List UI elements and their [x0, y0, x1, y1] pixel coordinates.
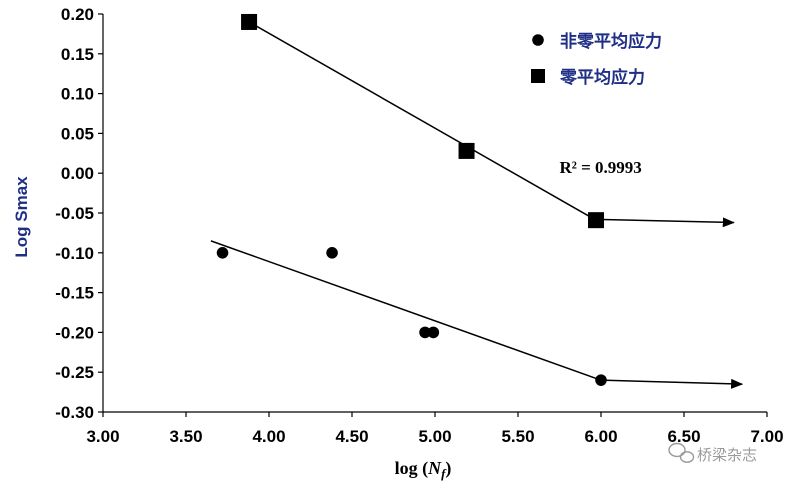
- x-tick-label: 5.00: [418, 427, 451, 446]
- x-tick-label: 4.00: [252, 427, 285, 446]
- watermark-text: 桥梁杂志: [697, 446, 757, 464]
- legend-label: 非零平均应力: [560, 31, 662, 52]
- x-tick-label: 4.50: [335, 427, 368, 446]
- x-ticks: 3.00 3.50 4.00 4.50 5.00 5.50 6.00 6.50 7.00: [86, 412, 784, 446]
- y-tick-label: -0.10: [55, 244, 94, 263]
- fit-line: [210, 240, 602, 381]
- y-ticks: 0.20 0.15 0.10 0.05 0.00 -0.05 -0.10 -0.15 -0.20…: [55, 5, 103, 422]
- x-axis-title-var: N: [427, 458, 442, 478]
- y-tick-label: -0.20: [55, 323, 94, 342]
- y-tick-label: -0.05: [55, 204, 94, 223]
- series-1: [210, 240, 744, 389]
- y-tick-label: -0.30: [55, 403, 94, 422]
- x-axis-title: log (Nf): [395, 458, 452, 481]
- x-tick-label: 6.00: [584, 427, 617, 446]
- watermark: 桥梁杂志: [668, 442, 757, 464]
- data-point-circle: [427, 326, 440, 339]
- x-tick-label: 3.50: [169, 427, 202, 446]
- x-axis-title-prefix: log (: [395, 458, 429, 479]
- x-tick-label: 7.00: [750, 427, 783, 446]
- runout-arrow: [600, 378, 744, 389]
- fit-line: [248, 21, 597, 221]
- legend-label: 零平均应力: [559, 67, 645, 88]
- y-tick-label: -0.15: [55, 284, 94, 303]
- y-tick-label: 0.15: [61, 45, 94, 64]
- data-point-circle: [419, 326, 431, 339]
- data-point-square: [588, 212, 605, 229]
- wechat-icon: [668, 442, 695, 463]
- legend-marker-circle: [532, 34, 544, 46]
- data-point-circle: [595, 374, 607, 386]
- r-squared-label: R² = 0.9993: [560, 158, 642, 177]
- legend-marker-square: [531, 69, 545, 83]
- legend-item-1: 非零平均应力: [532, 31, 662, 52]
- plot-area: [210, 13, 744, 389]
- x-axis-title-suffix: ): [445, 458, 451, 479]
- data-point-circle: [326, 247, 338, 259]
- x-tick-label: 3.00: [86, 427, 119, 446]
- series-2: [241, 13, 735, 229]
- y-tick-label: -0.25: [55, 363, 94, 382]
- x-tick-label: 5.50: [501, 427, 534, 446]
- legend-item-2: 零平均应力: [531, 67, 645, 88]
- y-tick-label: 0.10: [61, 85, 94, 104]
- axes: [102, 14, 767, 413]
- data-point-square: [458, 142, 475, 159]
- y-tick-label: 0.05: [61, 124, 94, 143]
- x-axis-title-sub: f: [441, 466, 447, 481]
- annotations: R² = 0.9993: [560, 158, 642, 177]
- data-point-square: [241, 13, 258, 30]
- x-tick-label: 6.50: [667, 427, 700, 446]
- y-tick-label: 0.00: [61, 164, 94, 183]
- y-axis-title-group: Log Smax: [12, 176, 31, 258]
- y-tick-label: 0.20: [61, 5, 94, 24]
- y-axis-title: Log Smax: [12, 176, 31, 258]
- data-point-circle: [216, 247, 229, 259]
- runout-arrow: [596, 217, 735, 228]
